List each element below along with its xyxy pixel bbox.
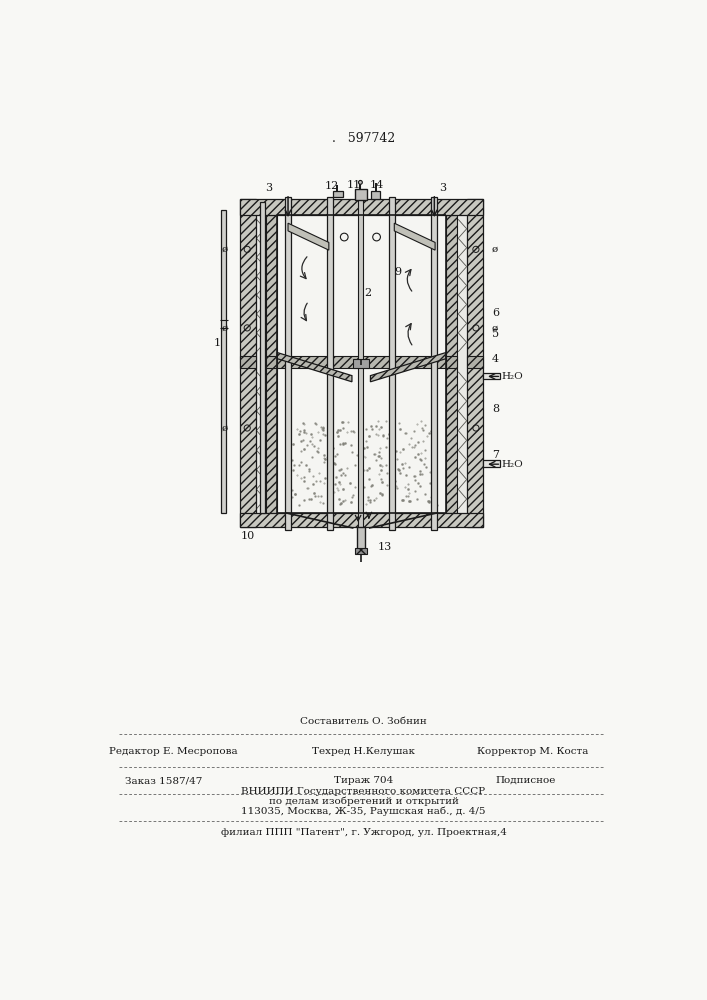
- Text: 12: 12: [325, 181, 339, 191]
- Text: 8: 8: [492, 404, 499, 414]
- Text: 2: 2: [364, 288, 371, 298]
- Bar: [467, 356, 483, 368]
- Text: 3: 3: [439, 183, 446, 193]
- Text: 10: 10: [240, 531, 255, 541]
- Bar: [256, 215, 266, 513]
- Bar: [389, 197, 395, 530]
- Text: 6: 6: [492, 308, 499, 318]
- Bar: [355, 548, 368, 554]
- Text: Заказ 1587/47: Заказ 1587/47: [124, 776, 202, 785]
- Text: H₂O: H₂O: [501, 372, 523, 381]
- Text: Корректор М. Коста: Корректор М. Коста: [477, 747, 589, 756]
- Bar: [333, 191, 343, 197]
- Bar: [467, 199, 483, 527]
- Text: 5: 5: [492, 329, 499, 339]
- Bar: [266, 215, 277, 513]
- Text: Техред Н.Келушак: Техред Н.Келушак: [312, 747, 415, 756]
- Text: 3: 3: [265, 183, 272, 193]
- Text: Тираж 704: Тираж 704: [334, 776, 393, 785]
- Bar: [266, 356, 277, 368]
- Text: 7: 7: [492, 450, 499, 460]
- Text: Составитель О. Зобнин: Составитель О. Зобнин: [300, 717, 427, 726]
- Bar: [240, 513, 483, 527]
- Bar: [327, 197, 334, 530]
- Bar: [240, 199, 256, 527]
- Bar: [259, 202, 265, 513]
- Text: филиал ППП "Патент", г. Ужгород, ул. Проектная,4: филиал ППП "Патент", г. Ужгород, ул. Про…: [221, 828, 506, 837]
- Polygon shape: [395, 223, 435, 250]
- Bar: [483, 460, 500, 467]
- Bar: [358, 197, 363, 530]
- Text: Редактор Е. Месропова: Редактор Е. Месропова: [109, 747, 238, 756]
- Polygon shape: [277, 353, 352, 382]
- Text: 1: 1: [214, 338, 221, 348]
- Bar: [371, 191, 380, 199]
- Text: ø: ø: [491, 323, 498, 332]
- Circle shape: [358, 180, 362, 184]
- Bar: [285, 197, 291, 530]
- Text: .   597742: . 597742: [332, 132, 395, 145]
- Text: ø: ø: [222, 245, 228, 254]
- Bar: [446, 356, 457, 368]
- Text: ø: ø: [222, 424, 228, 432]
- Polygon shape: [370, 353, 446, 382]
- Bar: [457, 215, 467, 513]
- Text: 14: 14: [370, 180, 384, 190]
- Text: 9: 9: [395, 267, 402, 277]
- Text: ø: ø: [222, 323, 228, 332]
- Text: 13: 13: [378, 542, 392, 552]
- Bar: [240, 199, 483, 215]
- Bar: [483, 373, 500, 379]
- Text: 11: 11: [346, 180, 361, 190]
- Text: 113035, Москва, Ж-35, Раушская наб., д. 4/5: 113035, Москва, Ж-35, Раушская наб., д. …: [241, 807, 486, 816]
- Text: 4: 4: [492, 354, 499, 364]
- Bar: [355, 189, 368, 200]
- Bar: [431, 197, 438, 530]
- Bar: [354, 359, 369, 368]
- Bar: [240, 356, 256, 368]
- Text: ВНИИПИ Государственного комитета СССР: ВНИИПИ Государственного комитета СССР: [241, 787, 486, 796]
- Text: H₂O: H₂O: [501, 460, 523, 469]
- Bar: [277, 356, 446, 368]
- Bar: [277, 215, 446, 513]
- Text: Подписное: Подписное: [495, 776, 556, 785]
- Bar: [221, 210, 226, 513]
- Text: по делам изобретений и открытий: по делам изобретений и открытий: [269, 797, 458, 806]
- Bar: [357, 527, 365, 550]
- Polygon shape: [288, 223, 329, 250]
- Text: ø: ø: [491, 245, 498, 254]
- Bar: [446, 215, 457, 513]
